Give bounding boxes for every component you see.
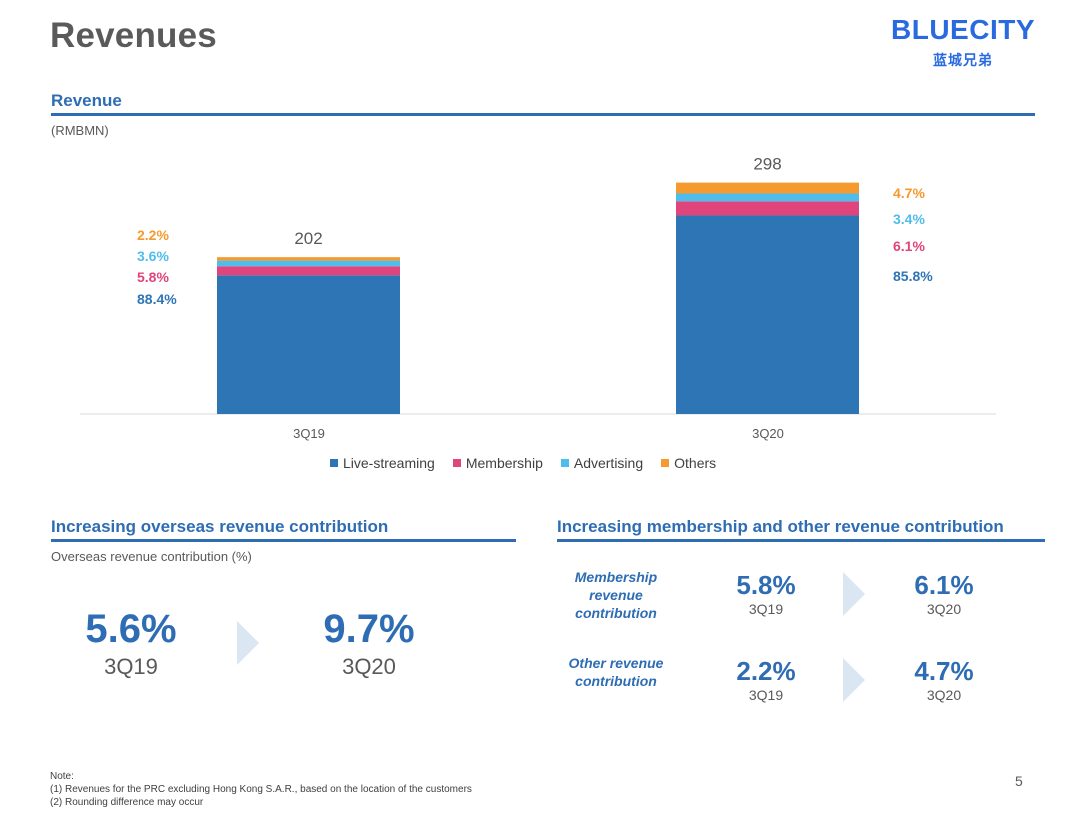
legend-swatch [560, 459, 569, 467]
bar-segment-membership-3q19 [217, 266, 400, 276]
bar-segment-live-streaming-3q19 [217, 275, 400, 414]
share-label-live-streaming-3q19: 88.4% [137, 291, 177, 307]
other-to-period: 3Q20 [926, 687, 962, 703]
share-label-others-3q20: 4.7% [893, 185, 925, 201]
bar-segment-live-streaming-3q20 [676, 215, 859, 414]
overseas-to-period: 3Q20 [342, 654, 396, 679]
share-label-advertising-3q20: 3.4% [893, 211, 925, 227]
overseas-to-value: 9.7% [323, 607, 415, 651]
note-line-1: (1) Revenues for the PRC excluding Hong … [50, 784, 472, 795]
bar-segment-membership-3q20 [676, 201, 859, 216]
page-number: 5 [1015, 773, 1023, 789]
membership-to-period: 3Q20 [926, 601, 962, 617]
share-label-live-streaming-3q20: 85.8% [893, 268, 933, 284]
legend-item-others: Others [661, 455, 716, 471]
bar-segment-advertising-3q19 [217, 260, 400, 267]
legend-item-advertising: Advertising [560, 455, 644, 471]
other-from-period: 3Q19 [748, 687, 784, 703]
other-row-label: Other revenue contribution [568, 655, 664, 689]
other-from-value: 2.2% [736, 656, 796, 686]
other-to-value: 4.7% [914, 656, 974, 686]
overseas-heading-rule [51, 539, 516, 542]
bar-segment-others-3q19 [217, 257, 400, 261]
page-title: Revenues [50, 16, 217, 55]
share-label-membership-3q20: 6.1% [893, 238, 925, 254]
overseas-subtitle: Overseas revenue contribution (%) [51, 549, 252, 564]
note-line-2: (2) Rounding difference may occur [50, 797, 204, 808]
overseas-from-period: 3Q19 [104, 654, 158, 679]
legend-label: Advertising [573, 455, 644, 471]
x-tick-label: 3Q20 [752, 426, 784, 441]
company-logo: BLUECITY [891, 14, 1035, 45]
share-label-membership-3q19: 5.8% [137, 269, 169, 285]
membership-from-period: 3Q19 [748, 601, 784, 617]
membership-other-heading-rule [557, 539, 1045, 542]
legend-label: Others [674, 455, 717, 471]
bar-segment-advertising-3q20 [676, 193, 859, 202]
share-label-others-3q19: 2.2% [137, 227, 169, 243]
chevron-right-icon [843, 572, 865, 616]
legend-item-membership: Membership [452, 455, 543, 471]
legend-swatch [661, 459, 670, 467]
membership-row-label: Membership revenue contribution [574, 569, 658, 621]
footnotes: Note: (1) Revenues for the PRC excluding… [50, 770, 472, 809]
legend-label: Membership [465, 455, 543, 471]
x-tick-label: 3Q19 [293, 426, 325, 441]
legend-swatch [452, 459, 461, 467]
revenue-heading: Revenue [51, 91, 122, 110]
chevron-right-icon [843, 658, 865, 702]
revenue-stacked-bar-chart: 202 3Q19 298 3Q20 2.2% 4.7% 3.6% 3.4% 5.8% 6.1% 88… [80, 155, 996, 441]
overseas-from-value: 5.6% [85, 607, 177, 651]
membership-to-value: 6.1% [914, 570, 974, 600]
overseas-heading: Increasing overseas revenue contribution [51, 517, 389, 536]
legend-item-live-streaming: Live-streaming [330, 455, 435, 471]
membership-from-value: 5.8% [736, 570, 796, 600]
company-logo-chinese: 蓝城兄弟 [933, 52, 993, 68]
legend-label: Live-streaming [343, 455, 435, 471]
revenue-unit: (RMBMN) [51, 123, 109, 138]
bar-segment-others-3q20 [676, 182, 859, 194]
membership-other-heading: Increasing membership and other revenue … [557, 517, 1004, 536]
legend-swatch [330, 459, 338, 467]
total-label-3q20: 298 [753, 155, 781, 174]
chart-legend: Live-streaming Membership Advertising Ot… [330, 455, 760, 471]
share-label-advertising-3q19: 3.6% [137, 248, 169, 264]
chevron-right-icon [237, 621, 259, 665]
revenue-heading-rule [51, 113, 1035, 116]
note-title: Note: [50, 771, 74, 782]
total-label-3q19: 202 [294, 229, 322, 248]
